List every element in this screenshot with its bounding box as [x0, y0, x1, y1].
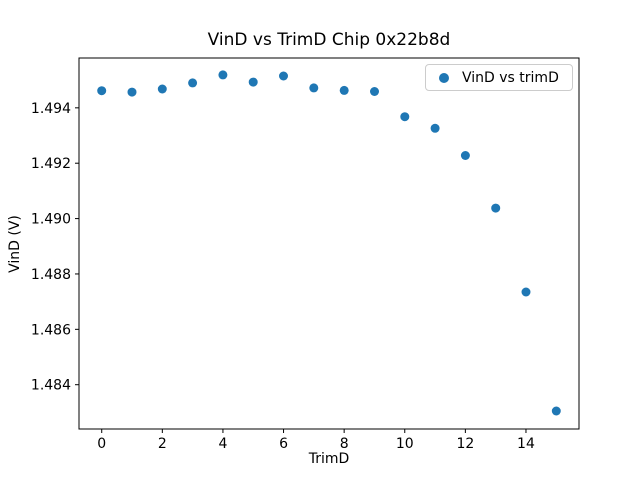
- axes-frame: [78, 57, 580, 430]
- chart-title: VinD vs TrimD Chip 0x22b8d: [207, 30, 451, 50]
- scatter-point: [218, 70, 228, 80]
- scatter-point: [339, 85, 349, 95]
- y-tick-label: 1.494: [31, 101, 71, 117]
- scatter-point: [188, 78, 198, 88]
- scatter-point: [279, 71, 288, 81]
- y-tick-label: 1.484: [31, 378, 71, 394]
- x-axis-label: TrimD: [308, 451, 350, 467]
- scatter-point: [460, 151, 470, 160]
- y-tick-label: 1.488: [31, 267, 71, 283]
- x-tick-label: 10: [396, 436, 414, 452]
- x-tick-label: 2: [158, 436, 167, 452]
- scatter-point: [551, 406, 561, 416]
- scatter-point: [127, 87, 137, 97]
- scatter-point: [521, 287, 531, 297]
- scatter-point: [491, 203, 501, 213]
- y-tick-label: 1.490: [31, 212, 71, 228]
- x-tick-label: 14: [517, 436, 535, 452]
- scatter-point: [157, 84, 167, 94]
- scatter-point: [97, 86, 107, 96]
- legend: VinD vs trimD: [425, 64, 573, 91]
- y-tick-label: 1.486: [31, 322, 71, 338]
- x-tick-label: 12: [456, 436, 474, 452]
- scatter-point: [400, 112, 410, 122]
- x-tick-label: 8: [340, 436, 349, 452]
- scatter-point: [430, 123, 440, 133]
- y-tick-label: 1.492: [31, 156, 71, 172]
- y-axis-label: VinD (V): [7, 215, 23, 273]
- legend-marker-icon: [439, 72, 449, 83]
- x-tick-label: 4: [218, 436, 227, 452]
- x-tick-label: 0: [97, 436, 106, 452]
- scatter-point: [370, 87, 379, 96]
- scatter-point: [309, 83, 319, 93]
- x-tick-label: 6: [279, 436, 288, 452]
- legend-label: VinD vs trimD: [462, 69, 559, 86]
- scatter-point: [248, 77, 258, 87]
